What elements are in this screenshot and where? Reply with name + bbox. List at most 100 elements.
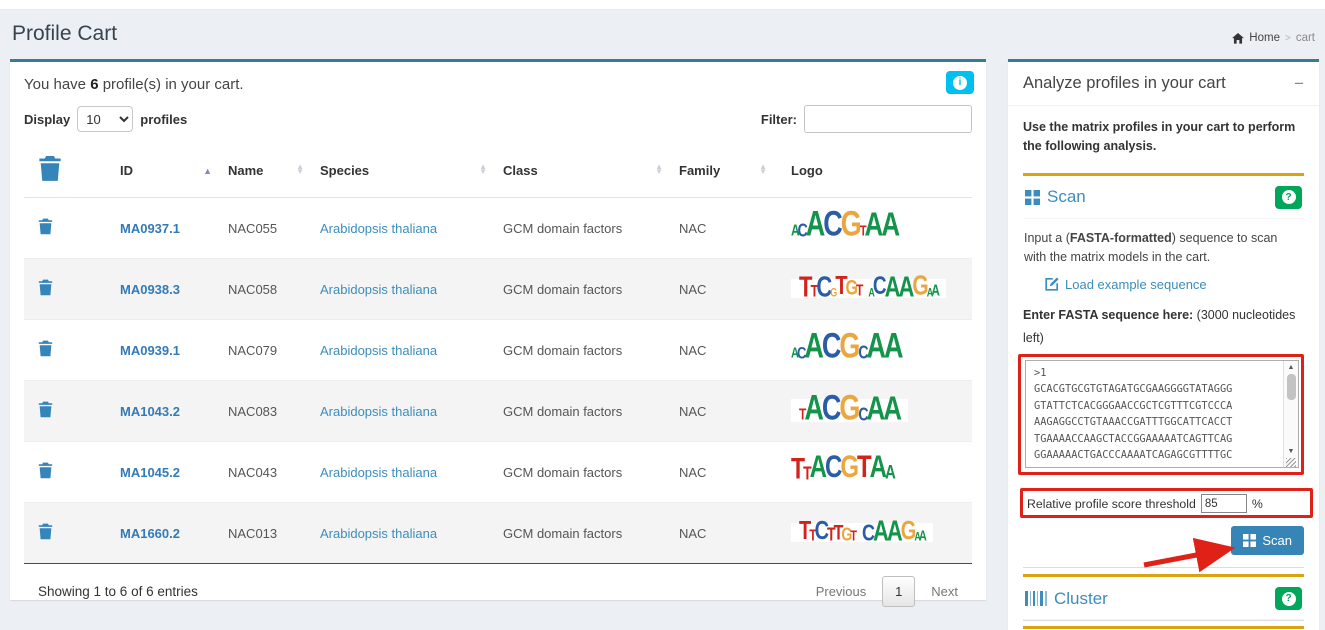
column-header-id[interactable]: ID ▲ <box>112 143 220 198</box>
table-row: MA1045.2 NAC043 Arabidopsis thaliana GCM… <box>24 441 972 503</box>
remove-profile-button[interactable] <box>38 218 53 238</box>
cart-summary-prefix: You have <box>24 76 91 93</box>
species-link[interactable]: Arabidopsis thaliana <box>320 220 438 236</box>
breadcrumb-home-link[interactable]: Home <box>1249 32 1280 44</box>
display-suffix-label: profiles <box>140 111 188 127</box>
resize-handle-icon[interactable] <box>1286 458 1296 467</box>
profile-name: NAC058 <box>220 258 312 320</box>
profile-name: NAC079 <box>220 319 312 381</box>
cluster-help-button[interactable]: ? <box>1275 587 1302 610</box>
trash-icon <box>38 401 53 418</box>
profile-name: NAC055 <box>228 220 278 236</box>
question-icon: ? <box>1281 591 1296 606</box>
profile-id-link[interactable]: MA1045.2 <box>120 464 180 480</box>
pagination: Previous 1 Next <box>816 576 958 607</box>
species-link[interactable]: Arabidopsis thaliana <box>320 403 438 419</box>
profile-id-link[interactable]: MA1043.2 <box>120 403 180 419</box>
fasta-label: Enter FASTA sequence here: (3000 nucleot… <box>1023 307 1296 346</box>
remove-profile-button[interactable] <box>38 340 53 360</box>
sort-icons: ▲ ▼ <box>655 161 663 177</box>
profile-name: NAC083 <box>220 380 312 442</box>
load-example-sequence-link[interactable]: Load example sequence <box>1045 277 1304 292</box>
page-title: Profile Cart <box>12 22 118 45</box>
scan-title: Scan <box>1047 187 1086 207</box>
barcode-icon <box>1025 591 1047 606</box>
profile-family: NAC <box>671 319 775 381</box>
sort-icons: ▲ ▼ <box>479 161 487 177</box>
profile-family: NAC <box>671 380 775 442</box>
profile-class: GCM domain factors <box>503 220 623 236</box>
scan-button[interactable]: Scan <box>1231 526 1304 555</box>
profile-class: GCM domain factors <box>495 258 671 320</box>
profile-id-link[interactable]: MA0937.1 <box>120 220 180 236</box>
collapse-button[interactable]: − <box>1294 75 1304 92</box>
profile-family: NAC <box>671 258 775 320</box>
profile-id-link[interactable]: MA0938.3 <box>120 281 180 297</box>
sort-icons: ▲ ▼ <box>296 161 304 177</box>
sort-asc-icon: ▲ <box>203 165 212 176</box>
column-header-logo: Logo <box>775 143 972 198</box>
species-link[interactable]: Arabidopsis thaliana <box>320 342 438 358</box>
showing-entries-text: Showing 1 to 6 of 6 entries <box>38 584 198 599</box>
scan-grid-icon <box>1025 190 1040 205</box>
sort-icons: ▲ ▼ <box>759 161 767 177</box>
filter-input[interactable] <box>804 105 972 133</box>
trash-icon <box>38 218 53 235</box>
profiles-table: ID ▲ Name ▲ ▼ Species ▲ ▼ Class ▲ ▼ Family … <box>24 143 972 564</box>
cluster-card: Cluster ? <box>1023 574 1304 621</box>
remove-all-button[interactable] <box>38 155 62 185</box>
column-header-species[interactable]: Species ▲ ▼ <box>312 143 495 198</box>
species-link[interactable]: Arabidopsis thaliana <box>320 525 438 541</box>
next-page-link[interactable]: Next <box>931 584 958 599</box>
scroll-down-icon[interactable]: ▼ <box>1287 448 1295 455</box>
threshold-row: Relative profile score threshold % <box>1020 488 1313 518</box>
remove-profile-button[interactable] <box>38 401 53 421</box>
column-header-name[interactable]: Name ▲ ▼ <box>220 143 312 198</box>
cart-summary: You have 6 profile(s) in your cart. i <box>10 62 986 101</box>
breadcrumb: Home > cart <box>1232 32 1315 44</box>
info-button[interactable]: i <box>946 71 974 94</box>
column-header-class[interactable]: Class ▲ ▼ <box>495 143 671 198</box>
species-link[interactable]: Arabidopsis thaliana <box>320 464 438 480</box>
trash-icon <box>38 523 53 540</box>
breadcrumb-current: cart <box>1295 32 1315 44</box>
trash-icon <box>38 279 53 296</box>
trash-icon <box>38 340 53 357</box>
page-1-button[interactable]: 1 <box>882 576 916 607</box>
profile-family: NAC <box>671 441 775 503</box>
textarea-scrollbar[interactable]: ▲ ▼ <box>1283 361 1298 467</box>
scrollbar-thumb[interactable] <box>1286 374 1296 400</box>
species-link[interactable]: Arabidopsis thaliana <box>320 281 438 297</box>
profile-family: NAC <box>679 220 707 236</box>
minus-icon: − <box>1294 74 1304 93</box>
cart-summary-suffix: profile(s) in your cart. <box>98 76 244 93</box>
previous-page-link[interactable]: Previous <box>815 584 867 599</box>
profile-id-link[interactable]: MA0939.1 <box>120 342 180 358</box>
profile-class: GCM domain factors <box>495 441 671 503</box>
scan-help-button[interactable]: ? <box>1275 185 1302 209</box>
breadcrumb-separator: > <box>1284 32 1291 44</box>
profile-cart-panel: You have 6 profile(s) in your cart. i Di… <box>10 59 986 607</box>
fasta-sequence-textarea[interactable]: >1 GCACGTGCGTGTAGATGCGAAGGGGTATAGGG GTAT… <box>1025 360 1299 468</box>
trash-icon <box>38 462 53 479</box>
question-icon: ? <box>1281 190 1296 205</box>
scroll-up-icon[interactable]: ▲ <box>1287 364 1295 371</box>
column-header-family[interactable]: Family ▲ ▼ <box>671 143 775 198</box>
sidebar-title: Analyze profiles in your cart <box>1023 74 1226 92</box>
info-icon: i <box>953 75 967 90</box>
remove-profile-button[interactable] <box>38 279 53 299</box>
profile-name: NAC013 <box>220 502 312 564</box>
remove-profile-button[interactable] <box>38 523 53 543</box>
profile-id-link[interactable]: MA1660.2 <box>120 525 180 541</box>
profile-class: GCM domain factors <box>495 502 671 564</box>
threshold-unit: % <box>1251 496 1263 511</box>
display-count-select[interactable]: 10 <box>77 106 134 132</box>
remove-profile-button[interactable] <box>38 462 53 482</box>
threshold-input[interactable] <box>1200 494 1247 513</box>
table-row: MA1043.2 NAC083 Arabidopsis thaliana GCM… <box>24 380 972 442</box>
